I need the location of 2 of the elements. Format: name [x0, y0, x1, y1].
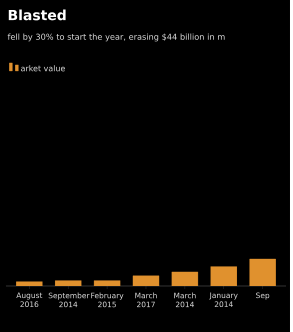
chart-subtitle: fell by 30% to start the year, erasing $44 billion in m	[8, 34, 225, 42]
chart-title: Blasted	[8, 10, 66, 20]
